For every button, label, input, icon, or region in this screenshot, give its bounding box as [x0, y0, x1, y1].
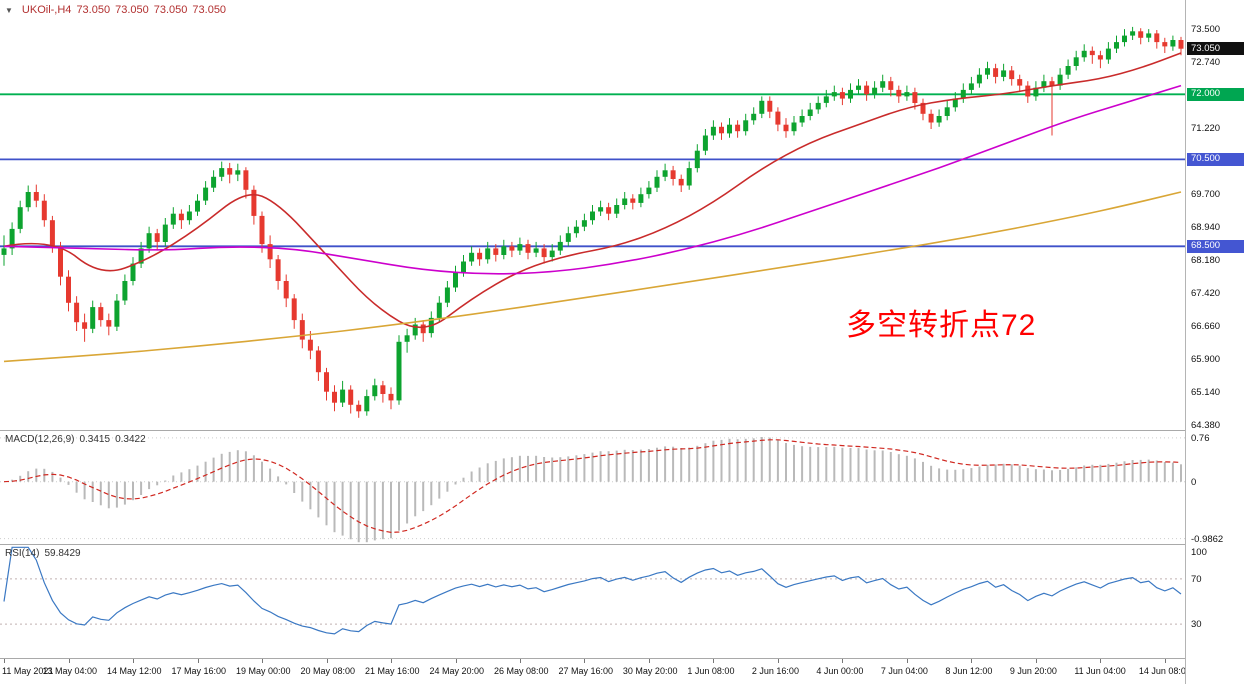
annotation-text: 多空转折点72: [846, 309, 1037, 342]
time-tick: [1035, 659, 1037, 663]
time-tick: [777, 659, 779, 663]
price-axis-label: 65.900: [1191, 354, 1221, 366]
price-tag-blue: 68.500: [1187, 239, 1244, 253]
time-tick: [1164, 659, 1166, 663]
time-axis-label: 20 May 08:00: [300, 666, 356, 676]
time-axis-label: 14 May 12:00: [107, 666, 162, 676]
rsi-chart[interactable]: [0, 545, 1185, 658]
time-tick: [842, 659, 844, 663]
time-axis-label: 24 May 20:00: [429, 666, 484, 676]
macd-signal-line: [3, 439, 1182, 534]
time-tick: [648, 659, 650, 663]
time-axis-label: 13 May 04:00: [42, 666, 98, 676]
time-axis-label: 21 May 16:00: [364, 666, 420, 676]
price-axis-label: 73.500: [1191, 24, 1221, 36]
time-axis-label: 2 Jun 16:00: [751, 666, 799, 676]
price-axis-label: 71.220: [1191, 123, 1221, 135]
macd-name: MACD(12,26,9): [5, 434, 75, 445]
macd-panel: MACD(12,26,9) 0.3415 0.3422: [0, 431, 1185, 544]
time-tick: [262, 659, 263, 663]
ohlc-open: 73.050: [76, 4, 111, 16]
rsi-name: RSI(14): [5, 548, 40, 559]
panel-separator[interactable]: [0, 658, 1245, 659]
time-axis-label: 4 Jun 00:00: [816, 666, 864, 676]
time-axis-label: 30 May 20:00: [622, 666, 678, 676]
time-tick: [519, 659, 521, 663]
rsi-label: RSI(14) 59.8429: [5, 548, 81, 559]
time-tick: [1100, 659, 1102, 663]
macd-chart[interactable]: [0, 431, 1185, 544]
price-tag-current: 73.050: [1187, 42, 1244, 56]
rsi-axis-label: 30: [1191, 619, 1202, 631]
rsi-axis-label: 100: [1191, 547, 1207, 558]
price-tag-green: 72.000: [1187, 87, 1244, 101]
price-chart-panel: ▼ UKOil-,H4 73.050 73.050 73.050 73.050 多空转折点…: [0, 0, 1185, 430]
symbol-period-label: UKOil-,H4: [21, 4, 72, 16]
price-axis-label: 66.660: [1191, 321, 1221, 333]
rsi-line: [3, 546, 1182, 635]
candlestick-chart[interactable]: [0, 0, 1185, 430]
time-tick: [391, 659, 392, 663]
ohlc-high: 73.050: [115, 4, 149, 16]
ohlc-close: 73.050: [192, 4, 227, 16]
price-axis-label: 69.700: [1191, 189, 1221, 201]
macd-value-main: 0.3415: [79, 434, 111, 445]
rsi-panel: RSI(14) 59.8429: [0, 545, 1185, 658]
time-tick: [4, 659, 5, 663]
time-axis[interactable]: 11 May 2021 13 May 04:00 14 May 12:00 17 Ma…: [0, 659, 1191, 684]
time-tick: [971, 659, 973, 663]
time-tick: [133, 659, 134, 663]
price-axis-label: 68.940: [1191, 222, 1221, 234]
candles: [1, 26, 1184, 418]
price-axis-label: 64.380: [1191, 420, 1221, 432]
rsi-axis-label: 70: [1191, 573, 1202, 585]
time-axis-label: 26 May 08:00: [493, 666, 549, 676]
macd-axis-label: 0: [1191, 476, 1197, 488]
ma-fast-line[interactable]: [3, 52, 1182, 329]
macd-axis-label: 0.76: [1191, 432, 1210, 444]
time-tick: [584, 659, 586, 663]
macd-value-signal: 0.3422: [115, 434, 146, 445]
price-axis-label: 72.740: [1191, 57, 1221, 69]
time-tick: [68, 659, 70, 663]
time-axis-label: 27 May 16:00: [558, 666, 613, 676]
time-axis-label: 14 Jun 08:00: [1138, 666, 1191, 676]
macd-histogram: [11, 437, 1182, 543]
panel-separator[interactable]: [0, 544, 1245, 545]
price-axis-label: 68.180: [1191, 255, 1221, 267]
time-tick: [197, 659, 199, 663]
time-axis-label: 17 May 16:00: [171, 666, 227, 676]
time-tick: [906, 659, 908, 663]
macd-axis-label: -0.9862: [1191, 533, 1224, 545]
price-tag-blue: 70.500: [1187, 152, 1244, 166]
time-axis-label: 11 Jun 04:00: [1074, 666, 1126, 676]
time-axis-label: 9 Jun 20:00: [1009, 666, 1057, 676]
price-axis[interactable]: 73.500 72.740 71.220 69.700 68.940 68.180 67.4…: [1185, 0, 1245, 684]
time-axis-label: 8 Jun 12:00: [945, 666, 993, 676]
time-axis-label: 7 Jun 04:00: [880, 666, 928, 676]
macd-label: MACD(12,26,9) 0.3415 0.3422: [5, 434, 146, 445]
time-axis-label: 19 May 00:00: [235, 666, 291, 676]
time-axis-label: 11 May 2021: [2, 666, 54, 676]
price-axis-label: 67.420: [1191, 288, 1221, 300]
time-tick: [455, 659, 457, 663]
price-axis-label: 65.140: [1191, 387, 1221, 399]
time-tick: [713, 659, 715, 663]
ma-slow-line[interactable]: [3, 191, 1182, 363]
time-tick: [326, 659, 328, 663]
chart-collapse-icon[interactable]: ▼: [5, 6, 13, 15]
panel-separator[interactable]: [0, 430, 1245, 431]
time-axis-label: 1 Jun 08:00: [687, 666, 735, 676]
rsi-value: 59.8429: [44, 548, 81, 559]
ohlc-low: 73.050: [153, 4, 188, 16]
ma-mid-line[interactable]: [3, 84, 1182, 275]
chart-title: ▼ UKOil-,H4 73.050 73.050 73.050 73.050: [5, 4, 226, 16]
